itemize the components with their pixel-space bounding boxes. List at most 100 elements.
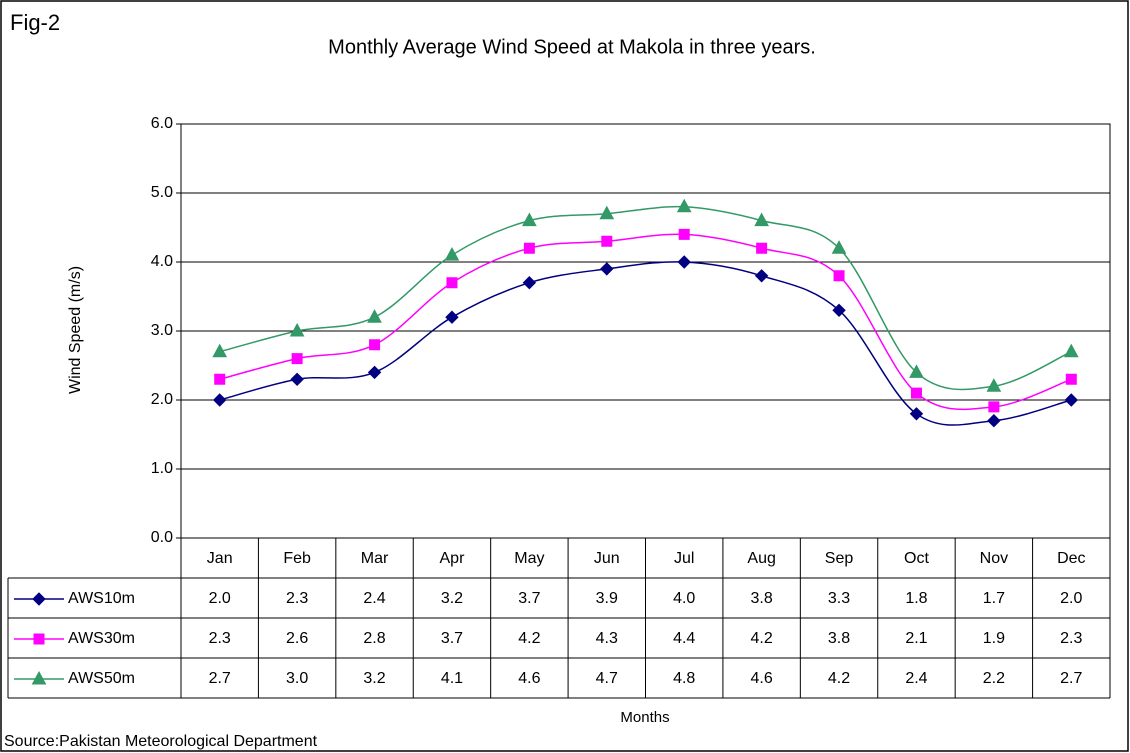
x-tick-label: Sep [825,550,854,567]
x-tick-label: Jan [207,550,233,567]
data-marker [599,205,615,220]
y-tick-label: 5.0 [151,184,173,201]
table-value: 3.7 [441,630,463,647]
table-value: 4.4 [673,630,695,647]
table-value: 4.2 [751,630,773,647]
legend-marker [33,633,45,645]
data-marker [523,242,535,254]
data-marker [987,413,1001,428]
table-value: 2.3 [209,630,231,647]
data-marker [367,309,382,323]
y-tick-label: 2.0 [151,391,173,408]
x-tick-label: Oct [904,550,929,567]
table-value: 3.8 [828,630,850,647]
table-value: 2.1 [905,630,927,647]
table-value: 4.6 [751,670,773,687]
table-value: 1.9 [983,630,1005,647]
table-value: 4.8 [673,670,695,687]
data-marker [833,270,845,282]
legend-marker [31,670,47,685]
data-marker [986,378,1002,392]
data-marker [756,242,768,254]
data-marker [367,365,382,380]
table-value: 1.8 [905,590,927,607]
x-tick-label: Feb [283,550,311,567]
data-marker [1065,373,1077,385]
y-tick-label: 3.0 [151,322,173,339]
x-tick-label: Mar [361,550,389,567]
data-marker [445,310,459,324]
y-tick-label: 1.0 [151,460,173,477]
data-marker [754,269,769,283]
x-tick-label: Nov [980,550,1008,567]
data-marker [831,240,847,254]
data-marker [600,262,614,276]
data-marker [444,247,460,261]
table-value: 2.3 [1060,630,1082,647]
data-marker [522,212,537,227]
table-value: 3.8 [751,590,773,607]
table-value: 4.3 [596,630,618,647]
table-value: 1.7 [983,590,1005,607]
data-marker [909,407,924,421]
table-value: 3.2 [363,670,385,687]
data-marker [214,373,226,385]
data-marker [678,228,690,240]
table-value: 3.2 [441,590,463,607]
x-tick-label: Dec [1057,550,1085,567]
data-marker [291,353,303,365]
legend-marker [32,592,46,606]
data-marker [1064,393,1078,407]
x-tick-label: Aug [747,550,775,567]
data-marker [212,343,228,358]
table-value: 3.3 [828,590,850,607]
table-value: 4.6 [518,670,540,687]
table-value: 3.9 [596,590,618,607]
legend-label: AWS50m [68,670,135,687]
data-marker [601,235,613,247]
chart-title: Monthly Average Wind Speed at Makola in … [328,36,816,58]
y-axis-label: Wind Speed (m/s) [67,266,84,394]
figure-label: Fig-2 [10,10,60,35]
data-marker [289,322,305,337]
data-marker [988,401,1000,413]
table-value: 2.4 [363,590,385,607]
x-tick-label: Jun [594,550,620,567]
data-marker [522,275,537,290]
table-value: 2.3 [286,590,308,607]
y-tick-label: 6.0 [151,115,173,132]
data-marker [290,372,304,387]
legend-label: AWS30m [68,630,135,647]
table-value: 3.7 [518,590,540,607]
table-value: 2.7 [1060,670,1082,687]
x-axis-label: Months [620,709,669,726]
table-value: 2.2 [983,670,1005,687]
x-tick-label: May [514,550,544,567]
data-marker [832,303,846,318]
table-value: 4.7 [596,670,618,687]
y-tick-label: 4.0 [151,253,173,270]
table-value: 3.0 [286,670,308,687]
data-marker [446,277,458,289]
data-marker [909,364,924,378]
table-value: 2.7 [209,670,231,687]
table-value: 4.2 [828,670,850,687]
table-value: 2.0 [1060,590,1082,607]
table-value: 4.1 [441,670,463,687]
table-value: 2.4 [905,670,927,687]
table-value: 4.0 [673,590,695,607]
data-marker [676,198,692,213]
x-tick-label: Apr [440,550,466,567]
data-marker [754,212,769,227]
data-marker [910,387,922,399]
table-value: 4.2 [518,630,540,647]
table-value: 2.6 [286,630,308,647]
legend-label: AWS10m [68,590,135,607]
table-value: 2.8 [363,630,385,647]
table-value: 2.0 [209,590,231,607]
data-marker [369,339,381,351]
y-tick-label: 0.0 [151,529,173,546]
source-note: Source:Pakistan Meteorological Departmen… [4,733,318,750]
